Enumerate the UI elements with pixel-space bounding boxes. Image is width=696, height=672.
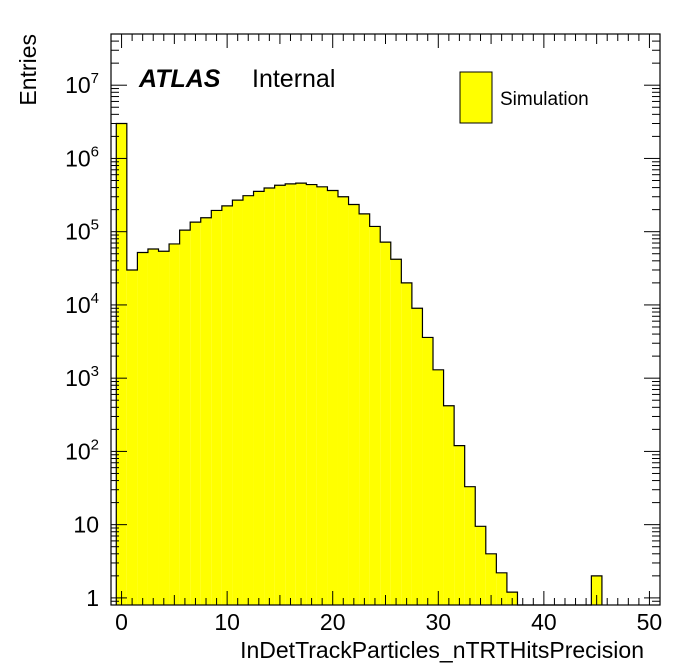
histogram-bin — [242, 195, 254, 605]
histogram-outline — [115, 122, 603, 606]
histogram-bin — [443, 405, 455, 605]
histogram-bin — [179, 230, 191, 606]
legend-swatch — [459, 71, 493, 124]
histogram-bin — [348, 204, 360, 605]
histogram-bin — [285, 183, 296, 605]
histogram-bin — [485, 553, 497, 605]
histogram-bin — [327, 190, 338, 605]
histogram-bin — [306, 184, 317, 605]
histogram-bin — [433, 369, 444, 605]
histogram-bin — [422, 337, 434, 605]
axis-ticks — [111, 33, 660, 606]
histogram-bin — [316, 186, 328, 605]
histogram-bin — [264, 187, 275, 605]
histogram-bin — [126, 269, 138, 605]
histogram-bin — [464, 486, 476, 605]
histogram-bin — [158, 251, 170, 605]
y-tick-label: 105 — [65, 217, 99, 245]
x-tick-label: 50 — [637, 609, 663, 635]
histogram-bin — [169, 243, 180, 605]
status-label: Internal — [252, 65, 335, 93]
legend-label-simulation: Simulation — [500, 89, 589, 110]
y-tick-label: 102 — [65, 436, 99, 464]
histogram-bin — [190, 222, 201, 605]
histogram-bin — [211, 210, 222, 605]
histogram-bin — [454, 445, 465, 605]
x-tick-label: 30 — [425, 609, 451, 635]
atlas-label: ATLAS — [138, 65, 221, 93]
histogram-bin — [253, 191, 265, 606]
histogram-bin — [116, 123, 127, 606]
histogram-bin — [221, 205, 233, 605]
histogram-bars — [115, 122, 603, 606]
y-tick-label: 104 — [65, 290, 99, 318]
x-tick-label: 40 — [531, 609, 557, 635]
tick-labels: 0 10 20 30 40 50 1 10 102 103 104 105 106 107 — [65, 70, 662, 635]
histogram-bin — [137, 252, 148, 605]
histogram-bin — [274, 185, 286, 605]
y-tick-label: 1 — [86, 585, 99, 611]
histogram-bin — [295, 183, 307, 605]
y-tick-label: 10 — [73, 512, 99, 538]
y-tick-label: 103 — [65, 363, 99, 391]
histogram-bin — [411, 308, 423, 605]
x-tick-label: 10 — [214, 609, 240, 635]
y-axis-title: Entries — [15, 34, 41, 106]
histogram-bin — [401, 282, 412, 605]
histogram-bin — [147, 249, 159, 605]
histogram-bin — [390, 259, 402, 605]
histogram-bin — [232, 200, 243, 605]
y-tick-label: 107 — [65, 70, 99, 98]
histogram-bin — [337, 196, 349, 605]
histogram-bin — [369, 226, 381, 605]
histogram-bin — [496, 572, 507, 605]
histogram-bin — [200, 217, 212, 605]
histogram-bin — [380, 242, 391, 605]
x-tick-label: 20 — [320, 609, 346, 635]
histogram-bin — [475, 526, 486, 605]
x-axis-title: InDetTrackParticles_nTRTHitsPrecision — [240, 637, 644, 663]
x-tick-label: 0 — [115, 609, 128, 635]
histogram-bin — [591, 575, 602, 605]
y-tick-label: 106 — [65, 143, 99, 171]
histogram-bin — [359, 213, 370, 605]
